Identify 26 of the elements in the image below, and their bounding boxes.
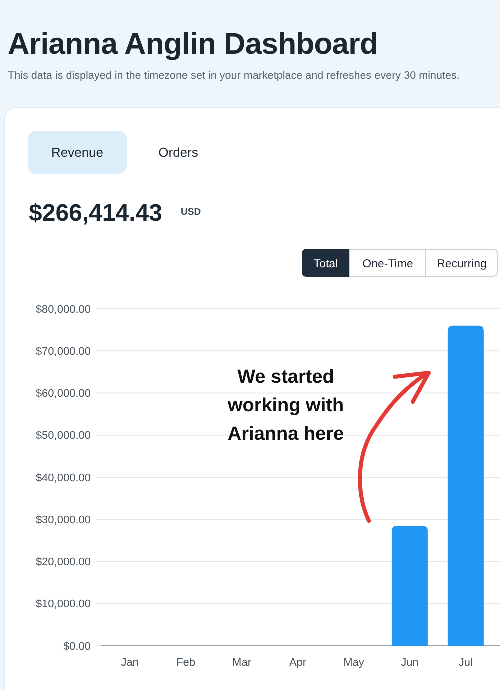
text: USD (181, 207, 202, 218)
annotation: We started working with Arianna here (226, 367, 344, 445)
x-tick-label: Apr (289, 657, 307, 669)
x-tick-label: Feb (176, 657, 196, 669)
tab-button: Revenue (28, 131, 127, 174)
y-tick-label: $70,000.00 (36, 346, 91, 358)
y-tick-label: $40,000.00 (36, 472, 91, 484)
x-tick-label: Jul (458, 657, 473, 669)
x-tick-label: Mar (232, 657, 252, 669)
text: $266,414.43 (29, 200, 162, 227)
y-tick-label: $0.00 (63, 640, 91, 653)
y-tick-label: $20,000.00 (36, 556, 91, 569)
y-tick-label: $30,000.00 (36, 514, 91, 526)
tab-label: Orders (158, 145, 198, 160)
y-tick-label: $50,000.00 (36, 430, 91, 442)
toggle-button: One-Time (350, 249, 426, 277)
y-tick-label: $60,000.00 (36, 388, 91, 400)
y-tick-label: $80,000.00 (36, 304, 91, 316)
chart-title: Arianna Anglin Dashboard (8, 28, 378, 61)
x-tick-label: May (344, 657, 365, 669)
chart-subtitle: This data is displayed in the timezone set in your marketplace and refreshes every 30 minutes. (8, 70, 460, 82)
toggle-button: Recurring (426, 249, 498, 277)
y-tick-label: $10,000.00 (36, 598, 91, 611)
x-tick-label: Jan (121, 657, 139, 669)
x-tick-label: Jun (401, 657, 419, 669)
toggle-button: Total (302, 249, 350, 277)
